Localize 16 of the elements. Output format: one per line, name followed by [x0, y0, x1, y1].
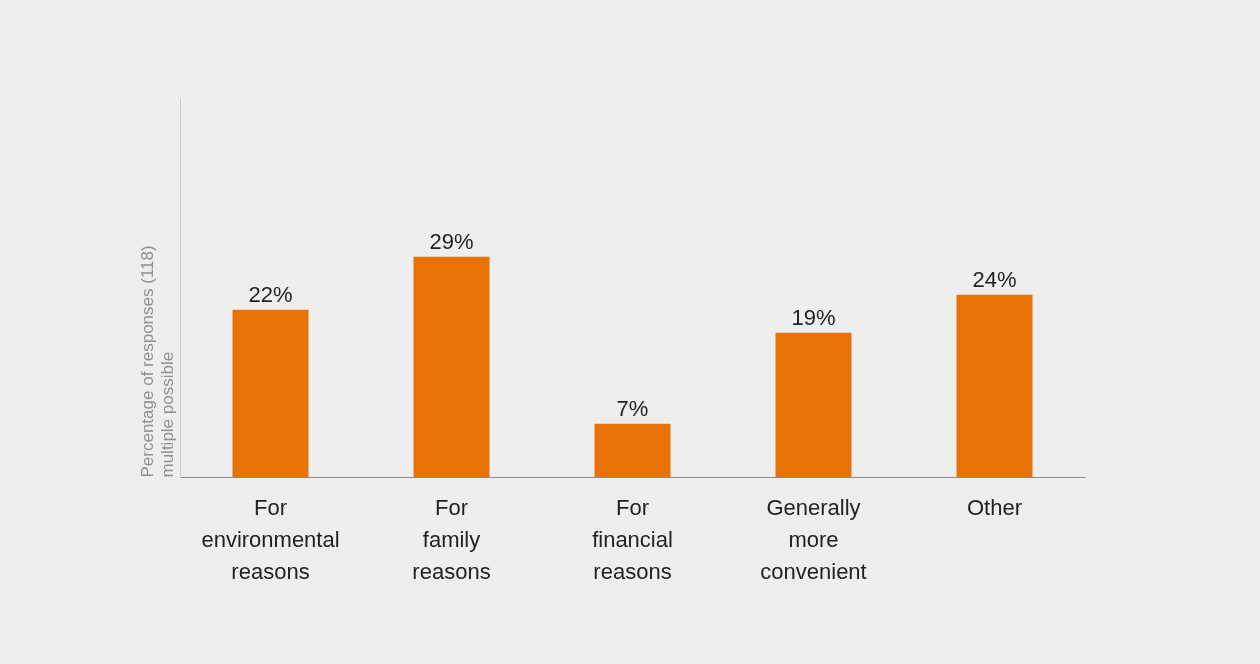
data-label: 22%: [248, 281, 293, 307]
bar: [594, 423, 671, 477]
x-tick-label: For family reasons: [412, 494, 491, 584]
bar: [413, 256, 490, 477]
data-label: 29%: [429, 228, 474, 254]
x-tick-label: For environmental reasons: [201, 494, 340, 584]
y-axis-title: Percentage of responses (118) multiple possible: [137, 245, 177, 478]
bar: [232, 309, 309, 477]
data-label: 24%: [972, 266, 1017, 292]
bar: [956, 294, 1033, 477]
x-tick-label: For financial reasons: [592, 494, 673, 584]
x-tick-label: Other: [966, 494, 1023, 520]
bar: [775, 332, 852, 477]
data-label: 7%: [616, 395, 649, 421]
x-tick-label: Generally more convenient: [760, 494, 867, 584]
data-label: 19%: [791, 304, 836, 330]
